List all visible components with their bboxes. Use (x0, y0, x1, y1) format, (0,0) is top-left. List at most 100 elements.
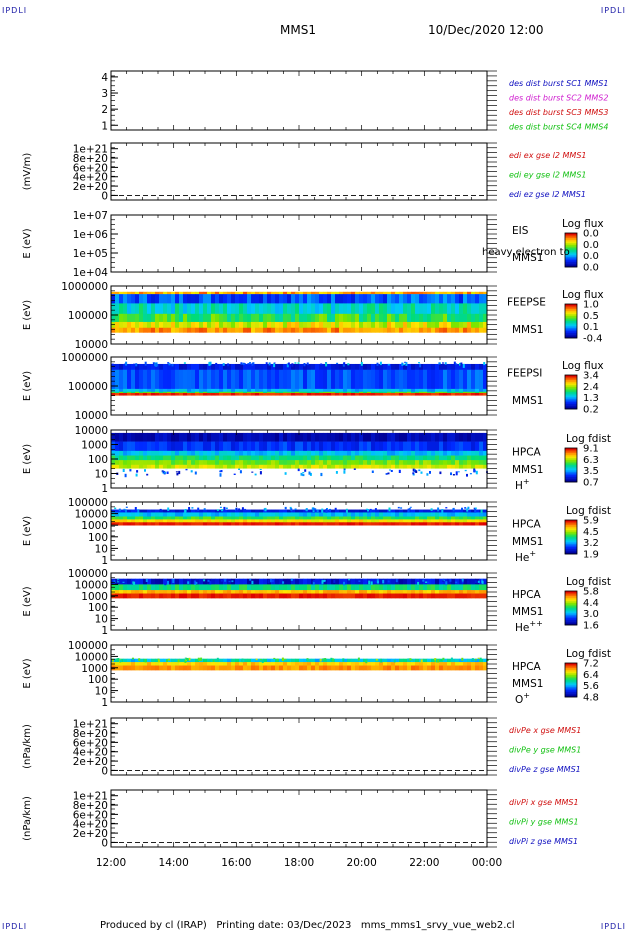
spectrogram-cell (167, 516, 172, 520)
spectrogram-cell (355, 658, 360, 663)
spectrogram-cell (459, 363, 464, 371)
spectrogram-cell (231, 294, 236, 304)
spectrogram-cell (267, 509, 272, 513)
spectrogram-cell (415, 391, 420, 394)
spectrogram-cell (315, 519, 320, 523)
spectrogram-cell (287, 512, 292, 517)
spectrogram-cell (215, 450, 220, 456)
spectrogram-cell (303, 464, 308, 469)
spectrogram-cell (159, 388, 164, 393)
spectrogram-cell (447, 441, 452, 452)
spectrogram-cell (359, 327, 364, 333)
spectrogram-cell (467, 662, 472, 666)
spectrogram-speckle (167, 362, 170, 364)
colorbar-segment (565, 332, 577, 335)
spectrogram-cell (247, 391, 252, 394)
spectrogram-cell (351, 662, 356, 666)
y-axis-label: (nPa/km) (22, 796, 33, 841)
spectrogram-cell (307, 522, 312, 526)
spectrogram-cell (343, 291, 348, 295)
spectrogram-cell (203, 584, 208, 591)
spectrogram-cell (155, 327, 160, 333)
spectrogram-cell (303, 327, 308, 333)
spectrogram-cell (211, 441, 216, 452)
spectrogram-cell (263, 303, 268, 315)
spectrogram-cell (371, 464, 376, 469)
spectrogram-cell (187, 512, 192, 517)
spectrogram-cell (147, 432, 152, 442)
spectrogram-cell (203, 578, 208, 585)
spectrogram-cell (143, 509, 148, 513)
colorbar-segment (565, 400, 577, 403)
spectrogram-cell (111, 392, 116, 396)
spectrogram-cell (347, 369, 352, 390)
spectrogram-speckle (247, 363, 250, 365)
spectrogram-cell (435, 450, 440, 456)
spectrogram-cell (371, 512, 376, 517)
spectrogram-cell (455, 658, 460, 663)
colorbar-segment (565, 602, 577, 605)
y-tick-label: 100 (88, 532, 108, 544)
spectrogram-cell (371, 584, 376, 591)
spectrogram-cell (183, 391, 188, 394)
spectrogram-speckle (159, 508, 162, 511)
spectrogram-cell (291, 662, 296, 666)
spectrogram-cell (331, 593, 336, 599)
spectrogram-cell (327, 327, 332, 333)
spectrogram-cell (251, 662, 256, 666)
spectrogram-cell (451, 516, 456, 520)
spectrogram-cell (331, 432, 336, 442)
spectrogram-cell (251, 522, 256, 526)
spectrogram-speckle (320, 472, 323, 477)
spectrogram-cell (151, 327, 156, 333)
spectrogram-cell (379, 388, 384, 393)
colorbar-segment (565, 693, 577, 696)
spectrogram-cell (339, 392, 344, 396)
spectrogram-cell (171, 658, 176, 663)
spectrogram-cell (347, 450, 352, 456)
spectrogram-cell (283, 321, 288, 329)
spectrogram-cell (383, 391, 388, 394)
spectrogram-cell (239, 590, 244, 594)
spectrogram-speckle (306, 362, 309, 366)
spectrogram-speckle (455, 363, 458, 365)
spectrogram-cell (307, 321, 312, 329)
spectrogram-cell (371, 522, 376, 526)
spectrogram-cell (199, 519, 204, 523)
spectrogram-cell (479, 321, 484, 329)
spectrogram-speckle (153, 362, 156, 366)
spectrogram-cell (431, 455, 436, 461)
spectrogram-cell (263, 363, 268, 371)
spectrogram-cell (187, 590, 192, 594)
spectrogram-cell (415, 392, 420, 396)
spectrogram-cell (359, 313, 364, 323)
colorbar-segment (565, 547, 577, 550)
spectrogram-cell (283, 509, 288, 513)
spectrogram-cell (415, 303, 420, 315)
colorbar-segment (565, 381, 577, 384)
spectrogram-cell (275, 321, 280, 329)
spectrogram-cell (331, 369, 336, 390)
spectrogram-cell (319, 441, 324, 452)
instrument-label: MMS1 (512, 395, 543, 407)
spectrogram-cell (371, 291, 376, 295)
spectrogram-cell (147, 391, 152, 394)
spectrogram-cell (179, 578, 184, 585)
spectrogram-cell (235, 432, 240, 442)
spectrogram-cell (407, 662, 412, 666)
spectrogram-speckle (434, 658, 437, 661)
colorbar-segment (565, 324, 577, 327)
spectrogram-cell (231, 441, 236, 452)
spectrogram-cell (395, 460, 400, 466)
spectrogram-cell (243, 369, 248, 390)
spectrogram-speckle (353, 468, 356, 470)
spectrogram-cell (303, 509, 308, 513)
spectrogram-cell (411, 665, 416, 671)
spectrogram-cell (275, 392, 280, 396)
spectrogram-cell (339, 303, 344, 315)
spectrogram-cell (407, 516, 412, 520)
spectrogram-cell (279, 303, 284, 315)
spectrogram-cell (231, 590, 236, 594)
spectrogram-cell (291, 522, 296, 526)
spectrogram-cell (235, 388, 240, 393)
